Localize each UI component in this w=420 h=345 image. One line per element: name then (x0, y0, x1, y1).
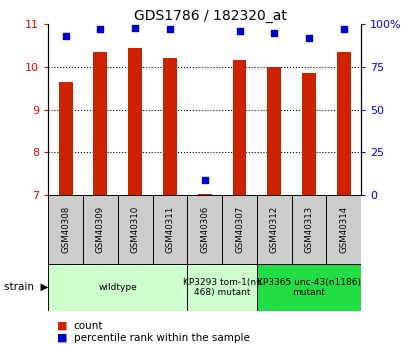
Text: GSM40310: GSM40310 (131, 206, 140, 253)
Text: GSM40311: GSM40311 (165, 206, 174, 253)
Bar (233, 60, 247, 195)
Text: GSM40312: GSM40312 (270, 206, 279, 253)
Text: GSM40309: GSM40309 (96, 206, 105, 253)
Text: KP3365 unc-43(n1186)
mutant: KP3365 unc-43(n1186) mutant (257, 277, 361, 297)
Bar (302, 73, 316, 195)
Text: ■: ■ (57, 333, 67, 343)
Text: strain  ▶: strain ▶ (4, 282, 49, 292)
Bar (337, 52, 351, 195)
Text: GDS1786 / 182320_at: GDS1786 / 182320_at (134, 9, 286, 23)
Point (97, 27, 104, 32)
Bar (257, 195, 291, 264)
Text: wildtype: wildtype (98, 283, 137, 292)
Bar (152, 195, 187, 264)
Bar (59, 82, 73, 195)
Bar (257, 264, 361, 310)
Bar (268, 67, 281, 195)
Point (271, 30, 278, 36)
Bar (163, 58, 177, 195)
Text: GSM40308: GSM40308 (61, 206, 70, 253)
Bar (198, 194, 212, 195)
Point (341, 27, 347, 32)
Bar (83, 195, 118, 264)
Bar (187, 264, 257, 310)
Point (306, 35, 312, 41)
Text: ■: ■ (57, 321, 67, 331)
Bar (187, 195, 222, 264)
Bar (128, 48, 142, 195)
Text: GSM40306: GSM40306 (200, 206, 209, 253)
Text: GSM40313: GSM40313 (304, 206, 314, 253)
Text: percentile rank within the sample: percentile rank within the sample (74, 333, 249, 343)
Bar (118, 195, 152, 264)
Text: KP3293 tom-1(nu
468) mutant: KP3293 tom-1(nu 468) mutant (183, 277, 262, 297)
Bar (326, 195, 361, 264)
Bar (48, 264, 187, 310)
Bar (291, 195, 326, 264)
Point (236, 28, 243, 34)
Bar (94, 52, 108, 195)
Bar (222, 195, 257, 264)
Point (167, 27, 173, 32)
Text: GSM40307: GSM40307 (235, 206, 244, 253)
Bar (48, 195, 83, 264)
Point (132, 25, 139, 30)
Text: GSM40314: GSM40314 (339, 206, 348, 253)
Text: count: count (74, 321, 103, 331)
Point (202, 177, 208, 182)
Point (62, 33, 69, 39)
